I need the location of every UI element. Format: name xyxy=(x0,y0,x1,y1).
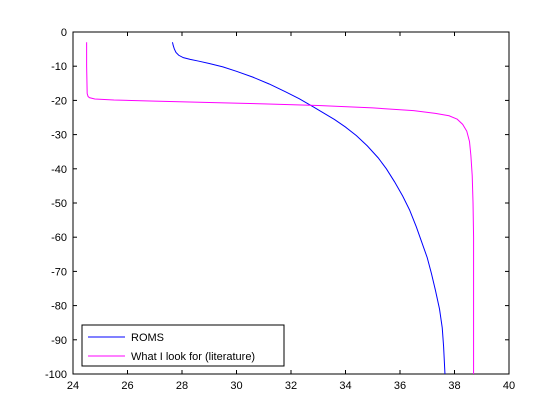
series-layer xyxy=(86,42,475,375)
legend-label-literature: What I look for (literature) xyxy=(131,351,255,363)
x-tick-label: 36 xyxy=(394,380,406,392)
legend: ROMS What I look for (literature) xyxy=(81,324,285,367)
series-line-literature xyxy=(86,42,475,374)
legend-box xyxy=(81,324,285,367)
y-tick-label: -30 xyxy=(51,130,67,142)
x-tick-label: 28 xyxy=(176,380,188,392)
y-tick-label: -70 xyxy=(51,266,67,278)
x-tick-label: 34 xyxy=(339,380,351,392)
x-tick-label: 38 xyxy=(448,380,460,392)
series-line-roms xyxy=(171,42,446,375)
x-tick-label: 26 xyxy=(121,380,133,392)
legend-label-roms: ROMS xyxy=(131,332,164,344)
y-tick-label: -50 xyxy=(51,198,67,210)
plot-area xyxy=(72,31,510,375)
y-tick-label: -40 xyxy=(51,164,67,176)
y-tick-label: -60 xyxy=(51,232,67,244)
y-tick-label: -90 xyxy=(51,335,67,347)
y-tick-label: -80 xyxy=(51,301,67,313)
y-tick-label: -100 xyxy=(45,369,67,381)
y-tick-label: -10 xyxy=(51,61,67,73)
y-tick-label: 0 xyxy=(61,27,67,39)
axes-layer: 24 26 28 30 32 34 36 38 40 0 -10 -20 -30 -40 -50 -60 -70… xyxy=(45,27,515,392)
x-tick-label: 30 xyxy=(230,380,242,392)
x-tick-label: 40 xyxy=(503,380,515,392)
x-tick-label: 24 xyxy=(67,380,79,392)
y-tick-label: -20 xyxy=(51,95,67,107)
x-tick-label: 32 xyxy=(285,380,297,392)
